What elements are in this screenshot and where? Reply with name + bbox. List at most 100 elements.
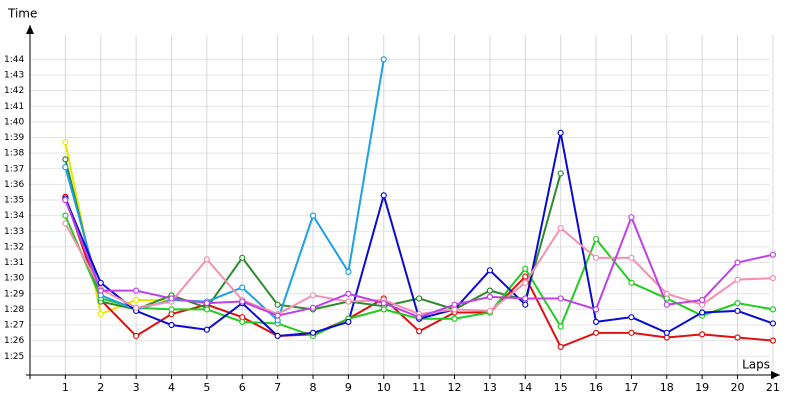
data-point — [309, 329, 317, 336]
x-tick-label: 5 — [203, 381, 210, 394]
data-point — [416, 328, 423, 335]
data-point — [734, 334, 741, 341]
data-point — [62, 220, 69, 227]
data-point — [345, 318, 352, 325]
x-tick-label: 10 — [377, 381, 391, 394]
x-tick-label: 20 — [731, 381, 745, 394]
x-tick-label: 8 — [310, 381, 317, 394]
data-point — [699, 331, 706, 338]
data-point — [97, 310, 104, 318]
data-point — [239, 318, 246, 325]
data-point — [769, 320, 777, 327]
data-point — [309, 304, 317, 311]
data-point — [203, 300, 210, 307]
data-point — [522, 295, 529, 302]
data-point — [557, 170, 564, 177]
y-tick-label: 1:30 — [4, 274, 24, 284]
data-point — [628, 279, 635, 286]
x-tick-label: 14 — [518, 381, 532, 394]
data-point — [522, 265, 529, 272]
data-point — [486, 267, 494, 274]
y-tick-label: 1:43 — [4, 71, 24, 81]
y-tick-label: 1:25 — [4, 352, 24, 362]
data-point — [557, 295, 564, 302]
y-tick-label: 1:27 — [4, 321, 24, 331]
y-tick-label: 1:37 — [4, 164, 24, 174]
series-line — [64, 59, 385, 323]
y-tick-label: 1:41 — [4, 102, 24, 112]
x-tick-label: 9 — [345, 381, 352, 394]
data-point — [628, 314, 635, 321]
data-point — [486, 293, 494, 300]
data-point — [522, 301, 529, 308]
data-point — [380, 56, 387, 63]
data-point — [769, 337, 777, 344]
data-point — [168, 306, 175, 313]
data-point — [557, 343, 564, 350]
y-axis-arrow — [26, 25, 34, 34]
data-point — [628, 254, 635, 261]
data-point — [592, 254, 600, 261]
x-axis-title: Laps — [742, 358, 770, 372]
data-point — [486, 307, 494, 315]
data-point — [168, 295, 175, 302]
data-point — [133, 332, 140, 340]
data-point — [416, 314, 423, 321]
data-point — [734, 259, 741, 266]
x-tick-label: 17 — [624, 381, 638, 394]
y-tick-label: 1:34 — [4, 211, 24, 221]
data-point — [592, 318, 600, 325]
data-point — [203, 306, 210, 313]
data-point — [628, 329, 635, 336]
data-point — [592, 235, 600, 243]
data-point — [699, 309, 706, 316]
y-tick-label: 1:28 — [4, 305, 24, 315]
y-axis-title: Time — [7, 7, 37, 21]
data-point — [133, 296, 140, 304]
y-tick-label: 1:26 — [4, 336, 24, 346]
data-point — [416, 295, 423, 302]
x-tick-label: 13 — [483, 381, 497, 394]
y-tick-label: 1:31 — [4, 258, 24, 268]
data-point — [274, 332, 281, 340]
data-point — [274, 312, 281, 319]
data-point — [557, 225, 564, 232]
data-point — [769, 306, 777, 313]
x-tick-label: 3 — [133, 381, 140, 394]
data-point — [97, 279, 104, 286]
data-point — [97, 287, 104, 294]
y-tick-label: 1:40 — [4, 117, 24, 127]
data-point — [734, 300, 741, 307]
data-point — [62, 164, 69, 171]
y-tick-label: 1:33 — [4, 227, 24, 237]
data-point — [734, 307, 741, 315]
data-point — [345, 298, 352, 305]
data-point — [203, 256, 210, 263]
y-tick-label: 1:35 — [4, 196, 24, 206]
data-point — [345, 290, 352, 297]
data-point — [380, 192, 387, 199]
data-point — [451, 301, 458, 308]
x-tick-label: 12 — [448, 381, 462, 394]
data-point — [274, 301, 281, 308]
data-point — [309, 292, 317, 299]
data-point — [663, 290, 670, 297]
data-point — [380, 306, 387, 313]
data-point — [663, 329, 670, 336]
data-point — [133, 304, 140, 311]
data-point — [62, 156, 69, 163]
y-tick-label: 1:44 — [4, 55, 24, 65]
data-point — [663, 301, 670, 308]
x-tick-label: 1 — [62, 381, 69, 394]
data-point — [522, 279, 529, 286]
data-point — [699, 296, 706, 304]
y-tick-label: 1:32 — [4, 242, 24, 252]
data-point — [203, 326, 210, 333]
data-point — [769, 251, 777, 258]
data-point — [239, 298, 246, 305]
data-point — [239, 284, 246, 291]
data-point — [62, 212, 69, 219]
data-point — [734, 276, 741, 283]
x-tick-label: 6 — [239, 381, 246, 394]
